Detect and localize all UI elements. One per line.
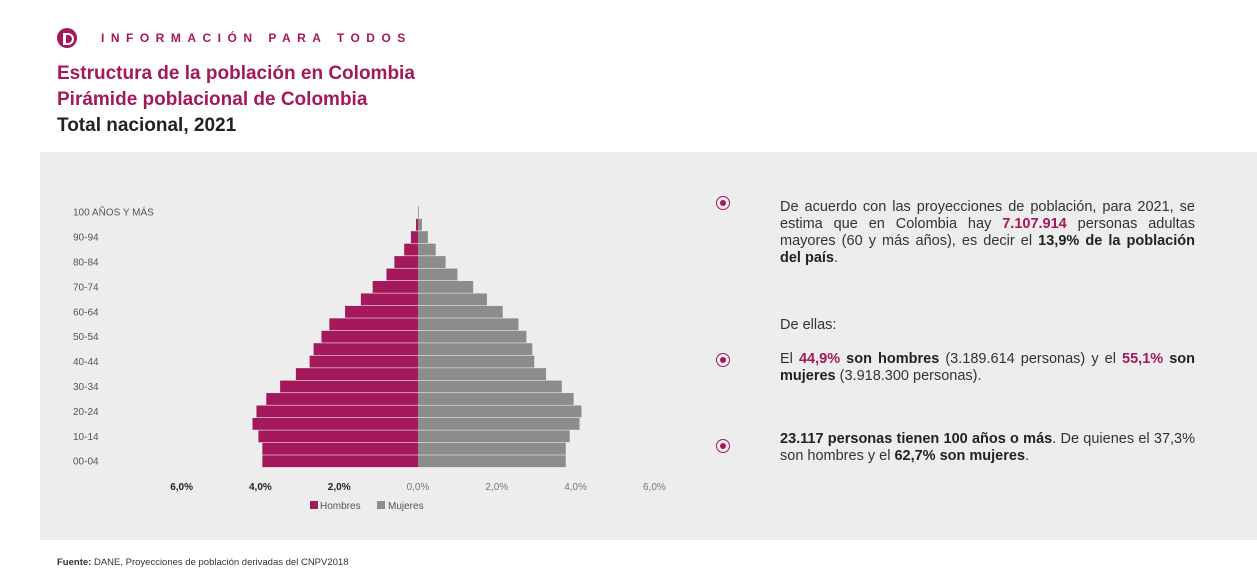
de-ellas-text: De ellas:: [780, 317, 837, 333]
x-tick-label: 6,0%: [643, 482, 666, 493]
x-tick-label: 4,0%: [249, 482, 272, 493]
bar-mujeres-10-14: [418, 430, 570, 443]
bar-hombres-80-84: [394, 256, 418, 268]
bar-mujeres-45-49: [418, 343, 533, 356]
bar-hombres-25-29: [266, 393, 418, 405]
bar-mujeres-20-24: [418, 405, 582, 418]
age-label: 20-24: [73, 407, 99, 418]
source-note: Fuente: DANE, Proyecciones de población …: [57, 557, 349, 568]
bar-mujeres-80-84: [418, 256, 446, 268]
bar-mujeres-75-79: [418, 268, 458, 281]
bullet-3-icon: [716, 439, 730, 453]
bar-hombres-40-44: [309, 355, 418, 368]
age-label: 00-04: [73, 457, 99, 468]
age-label: 70-74: [73, 282, 99, 293]
bullet-1-text: De acuerdo con las proyecciones de pobla…: [780, 199, 1195, 266]
bar-hombres-65-69: [360, 293, 418, 306]
age-label: 40-44: [73, 357, 99, 368]
x-tick-label: 2,0%: [328, 482, 351, 493]
bar-hombres-60-64: [345, 305, 418, 318]
bar-mujeres-15-19: [418, 417, 580, 430]
population-pyramid-chart: 100 AÑOS Y MÁS 90-94 80-84 70-74 60-64 50-54 4…: [73, 206, 666, 512]
legend-swatch-mujeres: [377, 501, 385, 509]
bar-mujeres-65-69: [418, 293, 487, 306]
bar-hombres-15-19: [252, 417, 418, 430]
x-tick-label: 0,0%: [407, 482, 430, 493]
bar-hombres-55-59: [329, 318, 418, 331]
bar-mujeres-30-34: [418, 380, 562, 393]
bar-mujeres-00-04: [418, 455, 566, 468]
bar-hombres-95-99: [416, 218, 418, 231]
age-label: 60-64: [73, 307, 99, 318]
age-label: 10-14: [73, 432, 99, 443]
bullet-2-text: El 44,9% son hombres (3.189.614 personas…: [780, 351, 1196, 384]
x-tick-label: 6,0%: [170, 482, 193, 493]
bar-mujeres-100+: [418, 206, 419, 219]
page-title: Estructura de la población en Colombia: [57, 63, 415, 84]
bar-hombres-50-54: [321, 330, 418, 343]
age-label: 50-54: [73, 332, 99, 343]
bar-mujeres-35-39: [418, 368, 547, 380]
brand-text: INFORMACIÓN PARA TODOS: [101, 31, 412, 45]
bar-mujeres-40-44: [418, 355, 535, 368]
bar-hombres-90-94: [410, 231, 418, 244]
bar-hombres-05-09: [262, 442, 418, 455]
content-panel: [40, 152, 1257, 540]
x-tick-label: 2,0%: [485, 482, 508, 493]
bar-hombres-70-74: [372, 281, 418, 293]
bar-mujeres-55-59: [418, 318, 519, 331]
age-label: 100 AÑOS Y MÁS: [73, 206, 154, 219]
x-tick-label: 4,0%: [564, 482, 587, 493]
page-subtitle: Pirámide poblacional de Colombia: [57, 89, 368, 110]
age-label: 80-84: [73, 258, 99, 269]
bar-hombres-75-79: [386, 268, 418, 281]
bar-mujeres-90-94: [418, 231, 428, 244]
bar-mujeres-50-54: [418, 330, 527, 343]
bar-hombres-10-14: [258, 430, 418, 443]
bar-hombres-35-39: [295, 368, 418, 380]
legend-label-mujeres: Mujeres: [388, 501, 424, 512]
bullet-2-icon: [716, 353, 730, 367]
bar-hombres-45-49: [313, 343, 418, 356]
brand-bar: INFORMACIÓN PARA TODOS: [57, 28, 412, 48]
bar-hombres-00-04: [262, 455, 418, 468]
page-period: Total nacional, 2021: [57, 115, 237, 136]
legend-label-hombres: Hombres: [320, 501, 361, 512]
bar-mujeres-85-89: [418, 243, 436, 256]
legend-swatch-hombres: [310, 501, 318, 509]
age-label: 90-94: [73, 233, 99, 244]
bullet-3-text: 23.117 personas tienen 100 años o más. D…: [780, 431, 1195, 464]
bar-mujeres-95-99: [418, 218, 422, 231]
bar-mujeres-60-64: [418, 305, 503, 318]
bar-mujeres-05-09: [418, 442, 566, 455]
bullet-1-icon: [716, 196, 730, 210]
bar-hombres-85-89: [404, 243, 418, 256]
dane-logo-icon: [57, 28, 77, 48]
age-label: 30-34: [73, 382, 99, 393]
bar-hombres-30-34: [280, 380, 418, 393]
bar-hombres-20-24: [256, 405, 418, 418]
bar-mujeres-70-74: [418, 281, 474, 293]
bar-mujeres-25-29: [418, 393, 574, 405]
